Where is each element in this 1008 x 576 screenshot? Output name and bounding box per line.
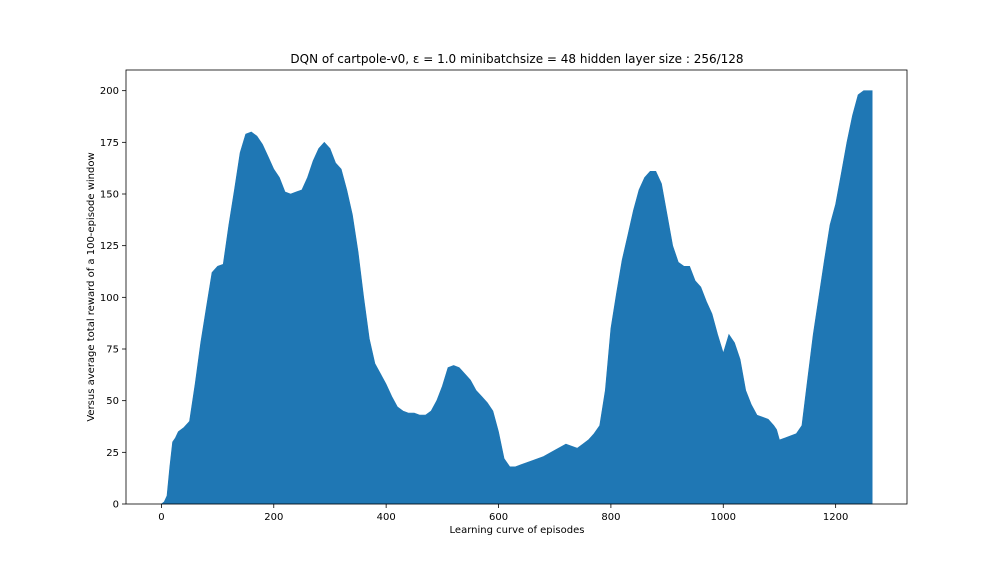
- x-tick-label: 400: [377, 512, 396, 523]
- y-tick-label: 0: [113, 500, 119, 511]
- y-tick-label: 175: [100, 138, 119, 149]
- x-tick-label: 600: [489, 512, 508, 523]
- series-area: [160, 90, 873, 505]
- y-tick-label: 50: [106, 396, 119, 407]
- x-tick-label: 200: [264, 512, 283, 523]
- chart-title: DQN of cartpole-v0, ε = 1.0 minibatchsiz…: [290, 52, 743, 66]
- x-tick-label: 0: [158, 512, 164, 523]
- x-tick-label: 1200: [823, 512, 848, 523]
- y-tick-label: 125: [100, 241, 119, 252]
- x-tick-label: 800: [601, 512, 620, 523]
- x-tick-label: 1000: [711, 512, 736, 523]
- y-axis-ticks: 0 25 50 75 100 125 150 175 200: [100, 86, 126, 511]
- x-axis-label: Learning curve of episodes: [450, 525, 585, 536]
- y-axis-label: Versus average total reward of a 100-epi…: [86, 152, 97, 421]
- y-tick-label: 150: [100, 190, 119, 201]
- x-axis-ticks: 0 200 400 600 800 1000 1200: [158, 504, 848, 523]
- y-tick-label: 25: [106, 448, 119, 459]
- y-tick-label: 200: [100, 86, 119, 97]
- y-tick-label: 100: [100, 293, 119, 304]
- y-tick-label: 75: [106, 345, 119, 356]
- plot-frame: [125, 69, 908, 505]
